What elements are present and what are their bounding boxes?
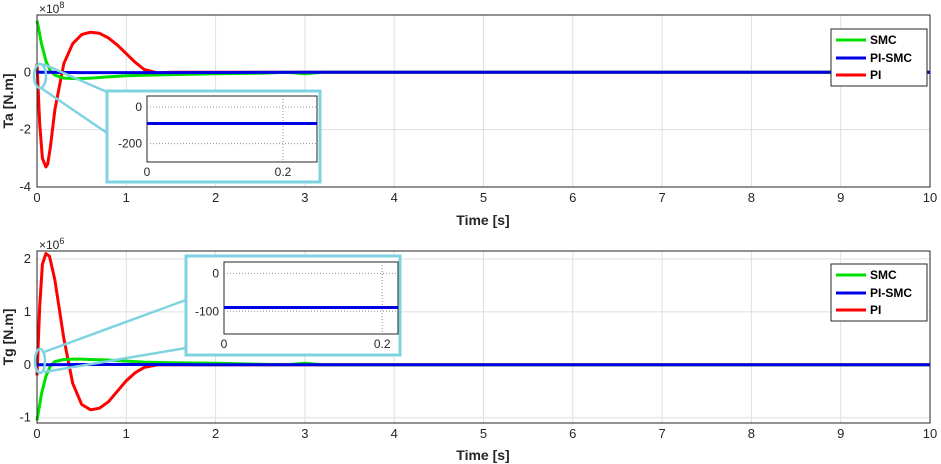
ta-y-ticks: -4 -2 0: [19, 64, 31, 194]
tg-x-tick-label: 10: [923, 426, 937, 441]
ta-x-tick-label: 5: [480, 190, 487, 205]
tg-x-tick-label: 9: [837, 426, 844, 441]
tg-inset: 0 -100 0 0.2: [184, 254, 402, 357]
tg-legend-label-pi: PI: [870, 303, 881, 317]
ta-x-tick-label: 0: [33, 190, 40, 205]
tg-x-tick-label: 4: [391, 426, 398, 441]
ta-traces: [35, 20, 930, 169]
tg-legend-label-pi-smc: PI-SMC: [870, 286, 912, 300]
tg-exponent-label: ×106: [39, 236, 64, 252]
ta-exponent-label: ×108: [39, 0, 64, 16]
tg-y-tick-label: 2: [24, 251, 31, 266]
ta-legend: SMC PI-SMC PI: [830, 28, 928, 87]
ta-x-tick-label: 1: [123, 190, 130, 205]
ta-inset-x-tick-label: 0: [144, 165, 151, 179]
tg-x-tick-label: 3: [301, 426, 308, 441]
tg-x-tick-label: 6: [569, 426, 576, 441]
tg-x-tick-label: 1: [123, 426, 130, 441]
ta-legend-label-pi-smc: PI-SMC: [870, 51, 912, 65]
tg-inset-y-tick-label: -100: [195, 304, 219, 318]
tg-zoom-marker: [33, 347, 47, 375]
tg-inset-x-tick-label: 0: [221, 337, 228, 351]
tg-legend: SMC PI-SMC PI: [830, 263, 928, 322]
tg-x-tick-label: 0: [33, 426, 40, 441]
ta-zoom-connector: [40, 86, 108, 135]
tg-y-tick-label: 1: [24, 304, 31, 319]
tg-inset-x-tick-label: 0.2: [374, 337, 391, 351]
ta-y-tick-label: -4: [19, 179, 31, 194]
tg-series-pi: [35, 252, 930, 412]
ta-x-tick-label: 10: [923, 190, 937, 205]
ta-x-tick-label: 7: [658, 190, 665, 205]
ta-x-tick-label: 2: [212, 190, 219, 205]
tg-x-tick-label: 2: [212, 426, 219, 441]
tg-x-ticks: 0 1 2 3 4 5 6 7 8 9 10: [33, 426, 937, 441]
tg-axes-box: [36, 250, 931, 424]
tg-x-tick-label: 5: [480, 426, 487, 441]
ta-legend-label-pi: PI: [870, 68, 881, 82]
tg-zoom-connector: [43, 298, 187, 354]
ta-zoom-connector: [42, 62, 108, 94]
tg-inset-y-tick-label: 0: [212, 266, 219, 280]
tg-y-tick-label: -1: [19, 410, 31, 425]
ta-y-tick-label: -2: [19, 122, 31, 137]
ta-x-tick-label: 4: [391, 190, 398, 205]
ta-x-tick-label: 8: [748, 190, 755, 205]
tg-x-axis-label: Time [s]: [456, 447, 509, 463]
ta-x-tick-label: 6: [569, 190, 576, 205]
ta-y-tick-label: 0: [24, 64, 31, 79]
ta-inset-y-tick-label: -200: [118, 137, 142, 151]
tg-legend-label-smc: SMC: [870, 268, 897, 282]
ta-inset-y-tick-label: 0: [135, 100, 142, 114]
ta-zoom-marker: [32, 62, 48, 90]
tg-inset-content: 0 -100 0 0.2: [195, 262, 398, 351]
tg-x-tick-label: 7: [658, 426, 665, 441]
tg-y-tick-label: 0: [24, 357, 31, 372]
tg-zoom-connector: [43, 346, 187, 374]
ta-chart: 0 1 2 3 4 5 6 7 8 9 10 -4-20 Time [s] Ta [N.m] ×10…: [0, 0, 937, 228]
ta-legend-label-smc: SMC: [870, 33, 897, 47]
tg-inset-axes: [223, 261, 399, 335]
tg-x-tick-label: 8: [748, 426, 755, 441]
ta-x-tick-label: 3: [301, 190, 308, 205]
ta-inset-axes: [146, 95, 318, 163]
ta-x-ticks: 0 1 2 3 4 5 6 7 8 9 10: [33, 190, 937, 205]
ta-inset-x-tick-label: 0.2: [275, 165, 292, 179]
ta-x-tick-label: 9: [837, 190, 844, 205]
ta-axes-box: [36, 14, 931, 188]
ta-y-axis-label: Ta [N.m]: [0, 74, 16, 129]
tg-y-ticks: -1 0 1 2: [19, 251, 31, 425]
ta-series-pi: [35, 30, 930, 169]
ta-x-axis-label: Time [s]: [456, 212, 509, 228]
tg-y-axis-label: Tg [N.m]: [0, 309, 16, 366]
